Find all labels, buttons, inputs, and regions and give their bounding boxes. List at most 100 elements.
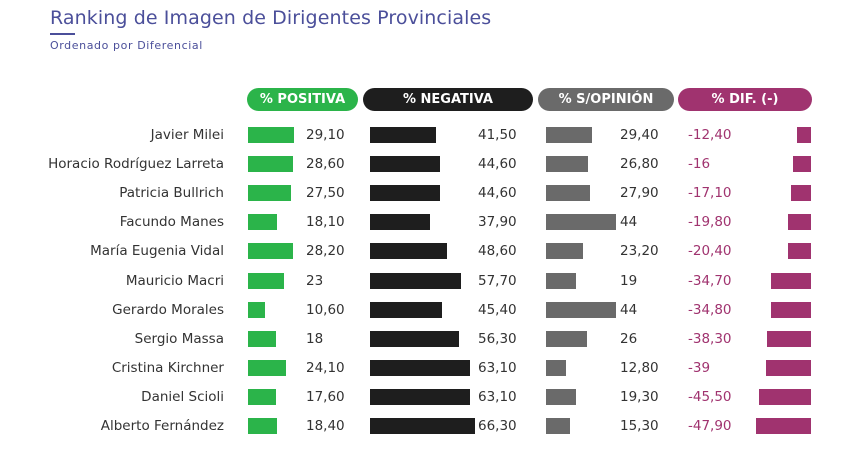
negativa-value: 63,10: [478, 388, 517, 405]
diferencial-value: -45,50: [688, 388, 732, 405]
positiva-bar: [248, 214, 277, 231]
sin-opinion-value: 23,20: [620, 243, 659, 260]
positiva-value: 29,10: [306, 127, 345, 143]
diferencial-bar: [792, 156, 811, 173]
sin-opinion-bar: [546, 388, 577, 405]
chart-title: Ranking de Imagen de Dirigentes Provinci…: [50, 7, 492, 29]
diferencial-bar: [770, 301, 811, 318]
positiva-value: 24,10: [306, 359, 345, 376]
candidate-name: Daniel Scioli: [141, 388, 224, 405]
sin-opinion-bar: [546, 214, 616, 231]
negativa-bar: [370, 185, 441, 202]
positiva-value: 28,20: [306, 243, 345, 260]
positiva-value: 23: [306, 272, 324, 289]
candidate-name: Mauricio Macri: [125, 272, 224, 289]
positiva-value: 18,10: [306, 214, 345, 231]
diferencial-value: -16: [688, 156, 711, 173]
sin-opinion-bar: [546, 156, 589, 173]
negativa-value: 48,60: [478, 243, 517, 260]
sin-opinion-bar: [546, 127, 593, 143]
candidate-name: Cristina Kirchner: [111, 359, 224, 376]
candidate-name: María Eugenia Vidal: [90, 243, 224, 260]
sin-opinion-bar: [546, 301, 616, 318]
diferencial-value: -39: [688, 359, 711, 376]
diferencial-bar: [758, 388, 811, 405]
negativa-bar: [370, 214, 430, 231]
negativa-bar: [370, 243, 447, 260]
negativa-value: 56,30: [478, 330, 517, 347]
diferencial-value: -47,90: [688, 418, 732, 434]
diferencial-value: -19,80: [688, 214, 732, 231]
diferencial-value: -38,30: [688, 330, 732, 347]
header-diferencial: % DIF. (-): [678, 88, 812, 111]
chart-subtitle: Ordenado por Diferencial: [50, 39, 203, 52]
negativa-value: 45,40: [478, 301, 517, 318]
diferencial-bar: [796, 127, 811, 143]
candidate-name: Horacio Rodríguez Larreta: [48, 156, 224, 173]
sin-opinion-value: 15,30: [620, 418, 659, 434]
positiva-bar: [248, 418, 278, 434]
sin-opinion-bar: [546, 243, 583, 260]
positiva-bar: [248, 388, 276, 405]
positiva-bar: [248, 272, 285, 289]
header-positiva: % POSITIVA: [247, 88, 358, 111]
diferencial-bar: [788, 214, 811, 231]
positiva-bar: [248, 359, 287, 376]
negativa-value: 44,60: [478, 185, 517, 202]
title-underline: [50, 33, 75, 35]
positiva-bar: [248, 243, 293, 260]
sin-opinion-value: 12,80: [620, 359, 659, 376]
negativa-bar: [370, 418, 475, 434]
candidate-name: Alberto Fernández: [100, 418, 224, 434]
negativa-value: 66,30: [478, 418, 517, 434]
sin-opinion-bar: [546, 330, 588, 347]
diferencial-value: -20,40: [688, 243, 732, 260]
diferencial-bar: [766, 330, 811, 347]
diferencial-value: -17,10: [688, 185, 732, 202]
diferencial-value: -34,70: [688, 272, 732, 289]
positiva-value: 27,50: [306, 185, 345, 202]
sin-opinion-value: 27,90: [620, 185, 659, 202]
sin-opinion-value: 29,40: [620, 127, 659, 143]
candidate-name: Sergio Massa: [134, 330, 224, 347]
positiva-bar: [248, 301, 265, 318]
sin-opinion-value: 19: [620, 272, 638, 289]
diferencial-value: -12,40: [688, 127, 732, 143]
negativa-bar: [370, 330, 459, 347]
positiva-value: 17,60: [306, 388, 345, 405]
negativa-value: 37,90: [478, 214, 517, 231]
sin-opinion-value: 26: [620, 330, 638, 347]
header-negativa: % NEGATIVA: [363, 88, 533, 111]
negativa-bar: [370, 359, 470, 376]
diferencial-bar: [791, 185, 811, 202]
negativa-bar: [370, 301, 442, 318]
candidate-name: Facundo Manes: [119, 214, 224, 231]
sin-opinion-value: 26,80: [620, 156, 659, 173]
positiva-bar: [248, 330, 277, 347]
sin-opinion-bar: [546, 418, 571, 434]
positiva-value: 10,60: [306, 301, 345, 318]
diferencial-bar: [771, 272, 811, 289]
candidate-name: Javier Milei: [150, 127, 224, 143]
negativa-value: 44,60: [478, 156, 517, 173]
sin-opinion-value: 44: [620, 301, 638, 318]
negativa-value: 57,70: [478, 272, 517, 289]
header-sin-opinion: % S/OPINIÓN: [538, 88, 674, 111]
sin-opinion-bar: [546, 272, 577, 289]
positiva-value: 18,40: [306, 418, 345, 434]
diferencial-value: -34,80: [688, 301, 732, 318]
sin-opinion-value: 44: [620, 214, 638, 231]
negativa-bar: [370, 272, 462, 289]
diferencial-bar: [766, 359, 811, 376]
sin-opinion-bar: [546, 185, 591, 202]
positiva-bar: [248, 127, 294, 143]
candidate-name: Gerardo Morales: [112, 301, 224, 318]
negativa-bar: [370, 156, 441, 173]
positiva-value: 28,60: [306, 156, 345, 173]
diferencial-bar: [787, 243, 811, 260]
negativa-bar: [370, 127, 436, 143]
candidate-name: Patricia Bullrich: [119, 185, 224, 202]
negativa-value: 41,50: [478, 127, 517, 143]
diferencial-bar: [755, 418, 811, 434]
positiva-bar: [248, 185, 292, 202]
